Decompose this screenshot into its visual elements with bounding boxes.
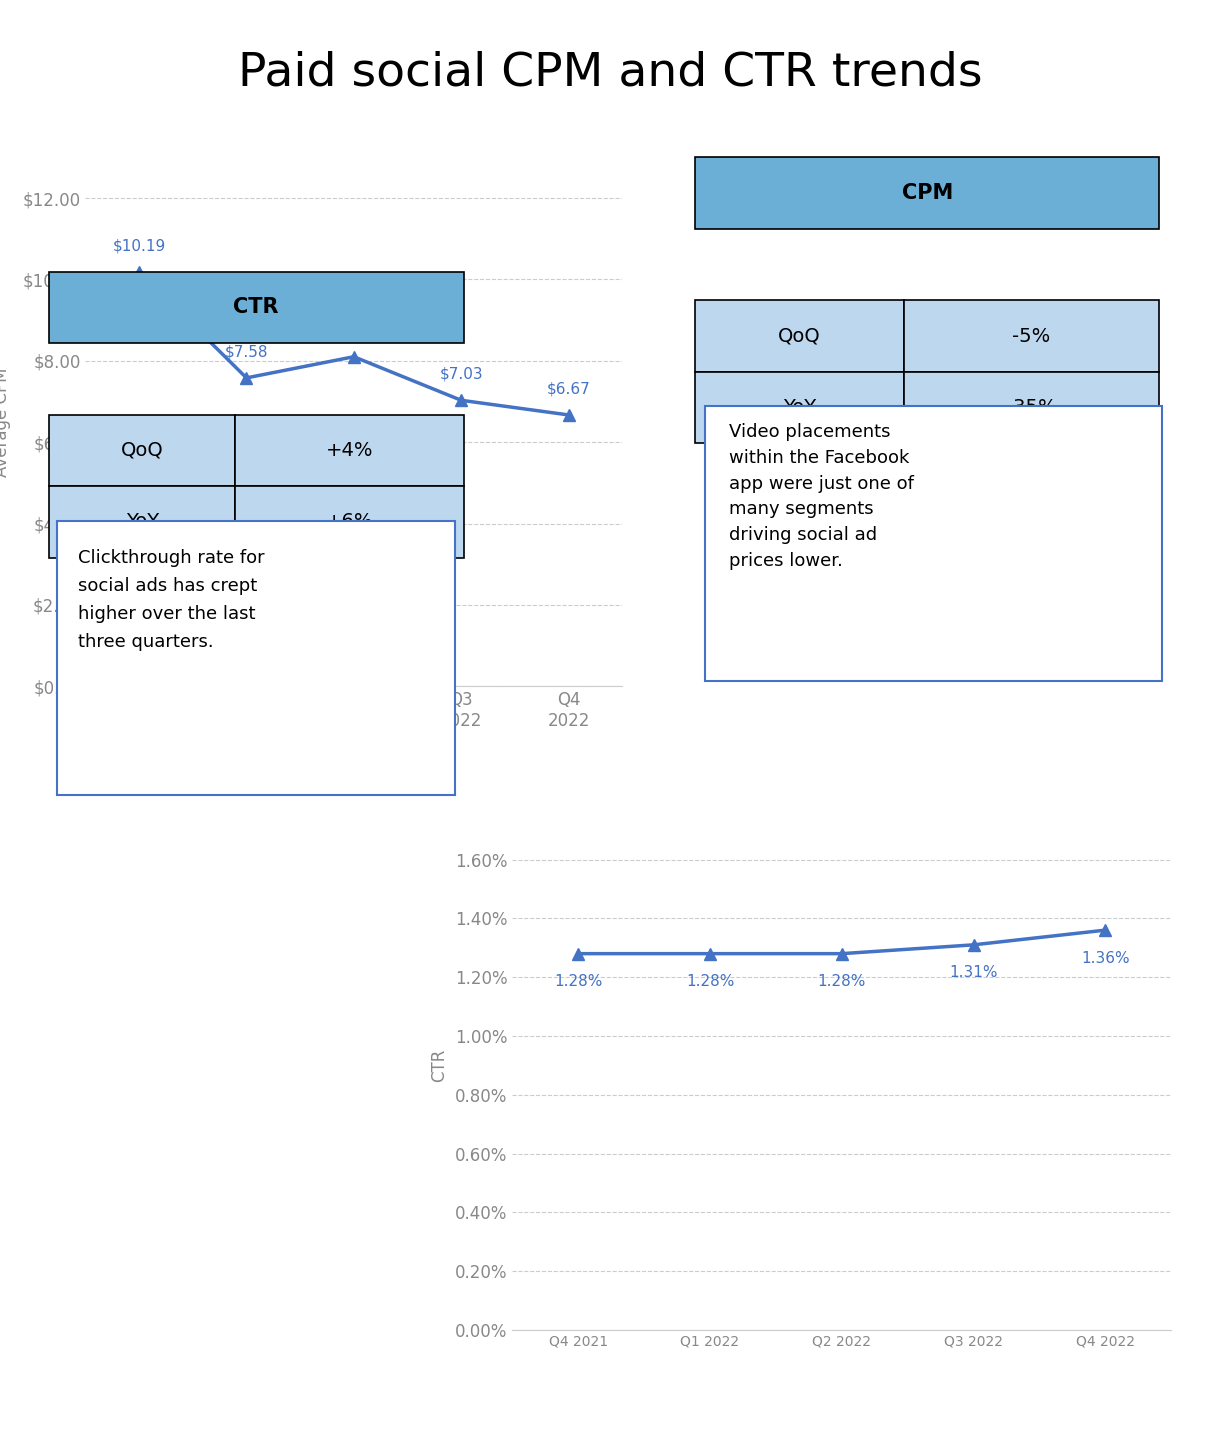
Text: $8.10: $8.10 — [332, 323, 376, 339]
Text: QoQ: QoQ — [121, 440, 163, 460]
Text: $7.03: $7.03 — [439, 368, 483, 382]
Text: YoY: YoY — [783, 398, 816, 418]
Text: +6%: +6% — [326, 512, 373, 532]
Text: Video placements
within the Facebook
app were just one of
many segments
driving : Video placements within the Facebook app… — [728, 423, 914, 569]
FancyBboxPatch shape — [695, 300, 904, 372]
FancyBboxPatch shape — [904, 300, 1159, 372]
FancyBboxPatch shape — [705, 406, 1161, 681]
FancyBboxPatch shape — [695, 372, 904, 443]
Text: 1.31%: 1.31% — [949, 965, 998, 981]
Text: CTR: CTR — [233, 297, 279, 317]
Text: 1.28%: 1.28% — [817, 974, 866, 990]
Text: $7.58: $7.58 — [224, 345, 268, 359]
FancyBboxPatch shape — [695, 157, 1159, 229]
Text: 1.28%: 1.28% — [686, 974, 734, 990]
Text: -5%: -5% — [1013, 326, 1050, 346]
Text: 1.28%: 1.28% — [554, 974, 603, 990]
Text: Clickthrough rate for
social ads has crept
higher over the last
three quarters.: Clickthrough rate for social ads has cre… — [78, 549, 265, 651]
Text: QoQ: QoQ — [778, 326, 821, 346]
FancyBboxPatch shape — [235, 415, 464, 486]
FancyBboxPatch shape — [49, 272, 464, 343]
FancyBboxPatch shape — [49, 415, 235, 486]
Text: $6.67: $6.67 — [547, 382, 590, 396]
FancyBboxPatch shape — [57, 521, 455, 795]
Text: 1.36%: 1.36% — [1081, 951, 1130, 965]
FancyBboxPatch shape — [235, 486, 464, 558]
Text: YoY: YoY — [126, 512, 159, 532]
Y-axis label: CTR: CTR — [429, 1048, 448, 1083]
Text: -35%: -35% — [1006, 398, 1057, 418]
FancyBboxPatch shape — [904, 372, 1159, 443]
Y-axis label: Average CPM: Average CPM — [0, 368, 11, 476]
Text: Paid social CPM and CTR trends: Paid social CPM and CTR trends — [238, 50, 982, 94]
Text: $10.19: $10.19 — [112, 239, 166, 253]
FancyBboxPatch shape — [49, 486, 235, 558]
Text: CPM: CPM — [902, 183, 953, 203]
Text: +4%: +4% — [326, 440, 373, 460]
